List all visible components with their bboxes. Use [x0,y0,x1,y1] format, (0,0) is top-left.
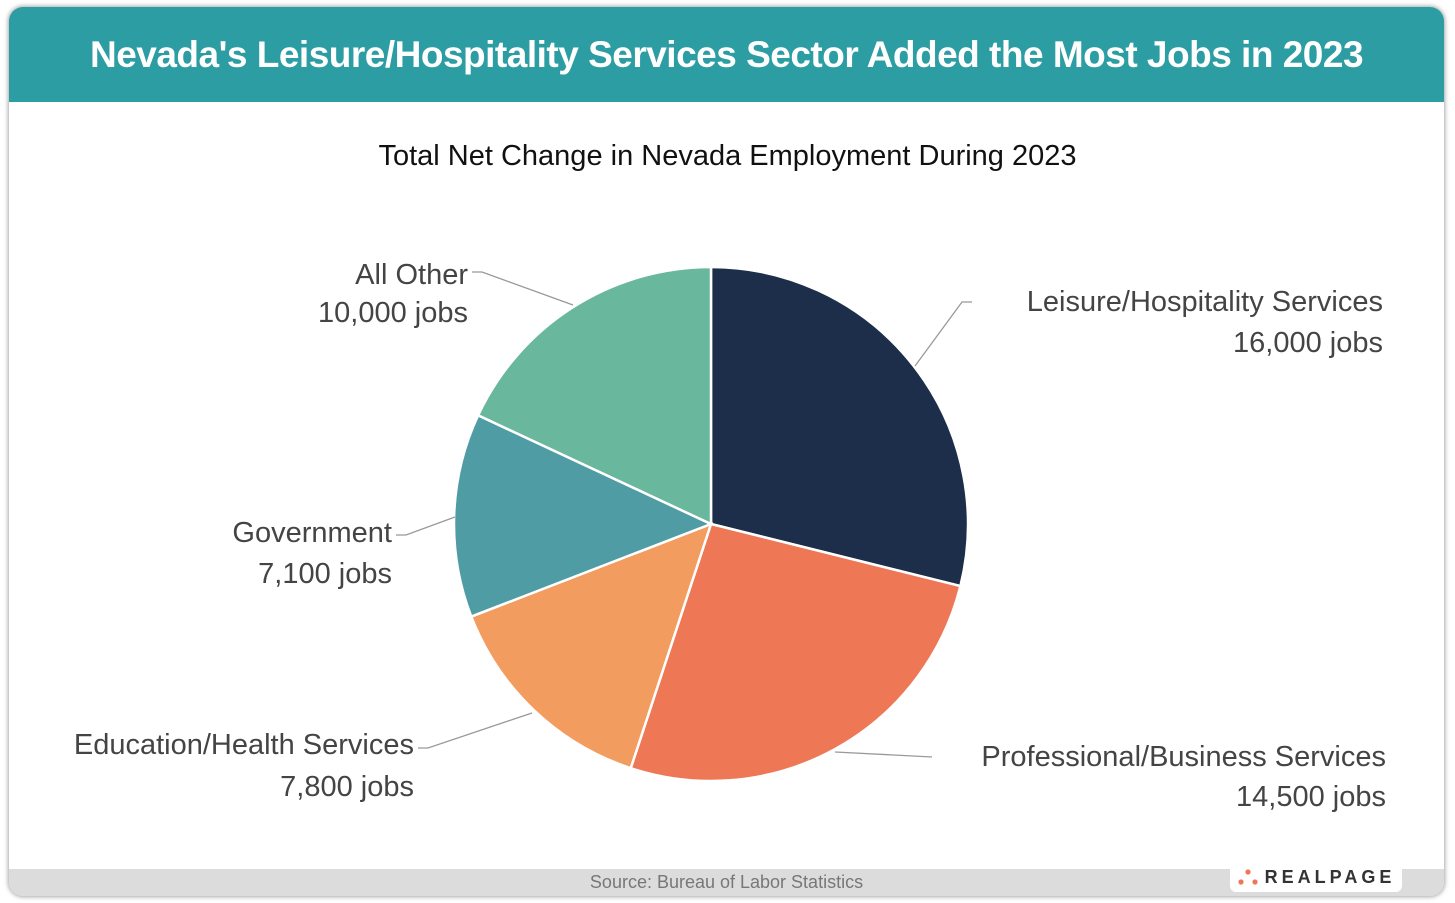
pie-slice-4 [476,265,713,526]
page-title: Nevada's Leisure/Hospitality Services Se… [9,7,1444,102]
slice-value-label: 14,500 jobs [1236,781,1386,813]
leader-line [418,712,533,749]
leader-line [396,516,456,536]
logo-dots-icon [1238,869,1258,885]
leader-line [834,751,933,758]
pie-slice-3 [452,413,715,619]
source-note: Source: Bureau of Labor Statistics [589,872,864,892]
chart-title: Total Net Change in Nevada Employment Du… [378,140,1077,172]
pie-slice-1 [629,522,962,783]
slice-value-label: 10,000 jobs [318,297,468,329]
pie-slice-2 [469,521,714,770]
leader-line [472,271,574,306]
slice-value-label: 16,000 jobs [1233,327,1383,359]
slice-name-label: Government [232,517,392,549]
slice-value-label: 7,100 jobs [258,558,392,590]
slice-name-label: Leisure/Hospitality Services [1027,286,1383,318]
slice-name-label: All Other [355,259,468,291]
pie-slice-0 [709,265,970,588]
slice-name-label: Professional/Business Services [981,741,1386,773]
slice-name-label: Education/Health Services [74,729,414,761]
footer: Source: Bureau of Labor Statistics [9,869,1444,896]
realpage-logo: REALPAGE [1230,862,1402,892]
leader-line [914,301,972,367]
logo-text: REALPAGE [1264,866,1396,887]
slice-value-label: 7,800 jobs [280,771,414,803]
